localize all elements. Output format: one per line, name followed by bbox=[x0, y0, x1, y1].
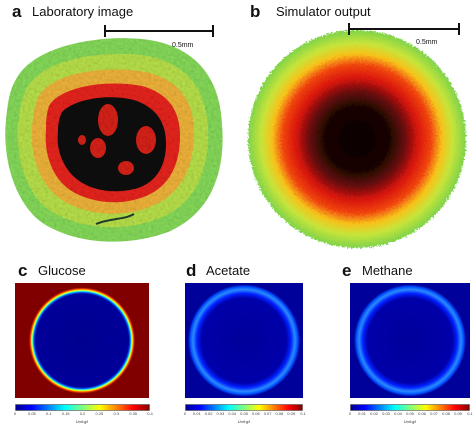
glucose-tick-1: 0.05 bbox=[27, 411, 36, 416]
methane-tick-9: 0.09 bbox=[454, 411, 462, 416]
laboratory-image bbox=[5, 38, 223, 242]
acetate-colorbar bbox=[185, 404, 303, 411]
panel-b-letter: b bbox=[250, 2, 261, 21]
methane-tick-1: 0.01 bbox=[358, 411, 366, 416]
methane-tick-10: 0.1 bbox=[467, 411, 473, 416]
acetate-tick-2: 0.02 bbox=[204, 411, 213, 416]
glucose-colorbar-ticks: 0 0.05 0.1 0.15 0.2 0.25 0.3 0.35 0.4 bbox=[13, 411, 153, 418]
acetate-tick-3: 0.03 bbox=[216, 411, 225, 416]
acetate-heatmap bbox=[185, 283, 303, 398]
scale-bar-a-tick-left bbox=[104, 25, 106, 37]
acetate-tick-8: 0.08 bbox=[275, 411, 284, 416]
methane-tick-5: 0.05 bbox=[406, 411, 414, 416]
glucose-tick-2: 0.1 bbox=[45, 411, 52, 416]
acetate-tick-1: 0.01 bbox=[192, 411, 201, 416]
glucose-tick-6: 0.3 bbox=[113, 411, 120, 416]
glucose-tick-3: 0.15 bbox=[61, 411, 70, 416]
scale-label-b: 0.5mm bbox=[416, 39, 438, 46]
scale-bar-a-tick-right bbox=[212, 25, 214, 37]
panel-c-letter: c bbox=[18, 261, 28, 280]
scale-bar-b-tick-left bbox=[348, 23, 350, 35]
glucose-colorbar bbox=[15, 404, 150, 411]
acetate-colorbar-ticks: 0 0.01 0.02 0.03 0.04 0.05 0.06 0.07 0.0… bbox=[183, 411, 306, 418]
glucose-tick-7: 0.35 bbox=[129, 411, 138, 416]
panel-d-letter: d bbox=[186, 261, 197, 280]
panel-a-title: Laboratory image bbox=[32, 4, 134, 19]
scale-bar-a bbox=[104, 30, 214, 32]
panel-e-title: Methane bbox=[362, 263, 413, 278]
acetate-tick-7: 0.07 bbox=[263, 411, 272, 416]
panel-c-title: Glucose bbox=[38, 263, 86, 278]
methane-tick-0: 0 bbox=[348, 411, 352, 416]
methane-colorbar bbox=[350, 404, 470, 411]
acetate-tick-10: 0.1 bbox=[300, 411, 306, 416]
glucose-tick-0: 0 bbox=[13, 411, 17, 416]
methane-tick-8: 0.08 bbox=[442, 411, 450, 416]
scale-bar-b-tick-right bbox=[458, 23, 460, 35]
panel-e-letter: e bbox=[342, 261, 352, 280]
glucose-heatmap bbox=[15, 283, 149, 398]
glucose-tick-5: 0.25 bbox=[95, 411, 104, 416]
acetate-tick-9: 0.09 bbox=[287, 411, 296, 416]
methane-tick-6: 0.06 bbox=[418, 411, 426, 416]
glucose-tick-4: 0.2 bbox=[79, 411, 86, 416]
methane-colorbar-ticks: 0 0.01 0.02 0.03 0.04 0.05 0.06 0.07 0.0… bbox=[348, 411, 473, 418]
panel-d-title: Acetate bbox=[206, 263, 251, 278]
scale-bar-b bbox=[348, 28, 460, 30]
methane-tick-7: 0.07 bbox=[430, 411, 438, 416]
scale-label-a: 0.5mm bbox=[172, 42, 194, 49]
methane-tick-2: 0.02 bbox=[370, 411, 378, 416]
methane-tick-4: 0.04 bbox=[394, 411, 402, 416]
acetate-unit-label: Unit:g/l bbox=[237, 419, 251, 424]
acetate-tick-5: 0.05 bbox=[240, 411, 248, 416]
simulator-output-image bbox=[248, 30, 466, 248]
panel-b-title: Simulator output bbox=[276, 4, 371, 19]
acetate-tick-0: 0 bbox=[183, 411, 187, 416]
glucose-unit-label: Unit:g/l bbox=[75, 419, 89, 424]
methane-heatmap bbox=[350, 283, 470, 398]
glucose-tick-8: 0.4 bbox=[147, 411, 153, 416]
methane-tick-3: 0.03 bbox=[382, 411, 390, 416]
acetate-tick-4: 0.04 bbox=[228, 411, 237, 416]
acetate-tick-6: 0.06 bbox=[251, 411, 260, 416]
methane-unit-label: Unit:g/l bbox=[403, 419, 417, 424]
panel-a-letter: a bbox=[12, 2, 22, 21]
